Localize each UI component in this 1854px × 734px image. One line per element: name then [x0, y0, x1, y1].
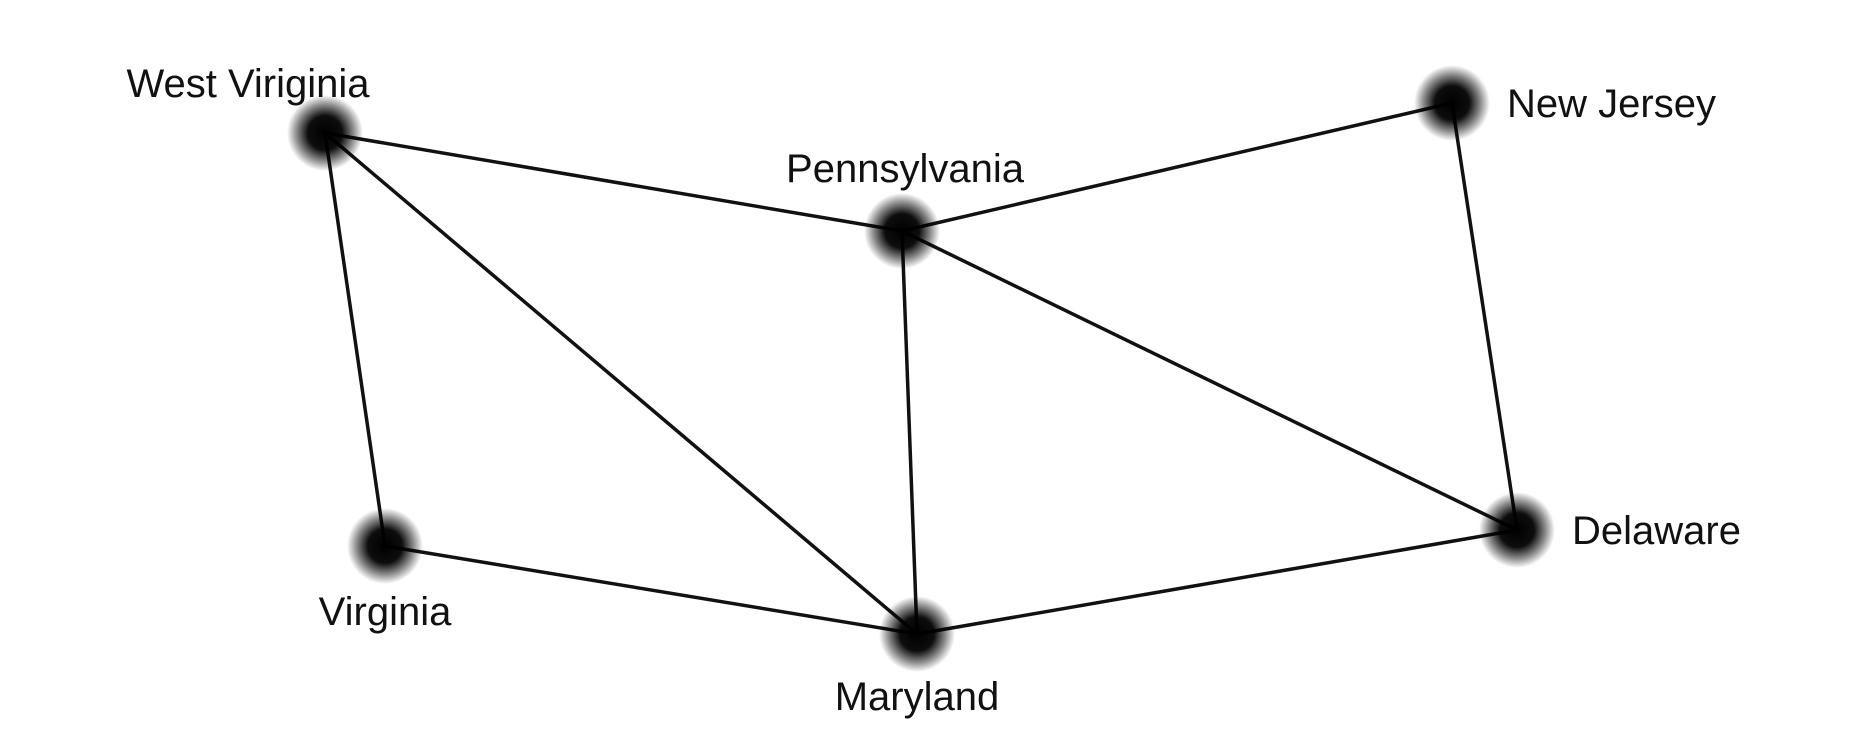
- labels-layer: West Viriginia Pennsylvania New Jersey Virg…: [126, 62, 1741, 719]
- node-nj: [1414, 65, 1490, 141]
- node-wv: [287, 95, 363, 171]
- edge-nj-de: [1450, 101, 1519, 532]
- node-va: [347, 508, 423, 584]
- edge-wv-va: [323, 131, 387, 548]
- edge-va-md: [383, 544, 919, 636]
- node-label-nj: New Jersey: [1507, 82, 1716, 126]
- node-label-de: Delaware: [1572, 509, 1741, 553]
- node-de: [1479, 492, 1555, 568]
- node-md: [879, 596, 955, 672]
- node-label-md: Maryland: [835, 675, 1000, 719]
- edge-pa-md: [900, 229, 919, 636]
- node-label-pa: Pennsylvania: [786, 147, 1025, 191]
- node-pa: [864, 193, 940, 269]
- edge-pa-nj: [900, 101, 1454, 233]
- nodes-layer: [287, 65, 1555, 672]
- edge-pa-de: [900, 229, 1519, 532]
- edge-wv-pa: [323, 131, 904, 233]
- node-label-va: Virginia: [319, 590, 452, 634]
- edge-wv-md: [323, 131, 919, 636]
- edge-md-de: [915, 528, 1519, 636]
- node-label-wv: West Viriginia: [126, 62, 370, 106]
- edges-layer: [323, 101, 1519, 636]
